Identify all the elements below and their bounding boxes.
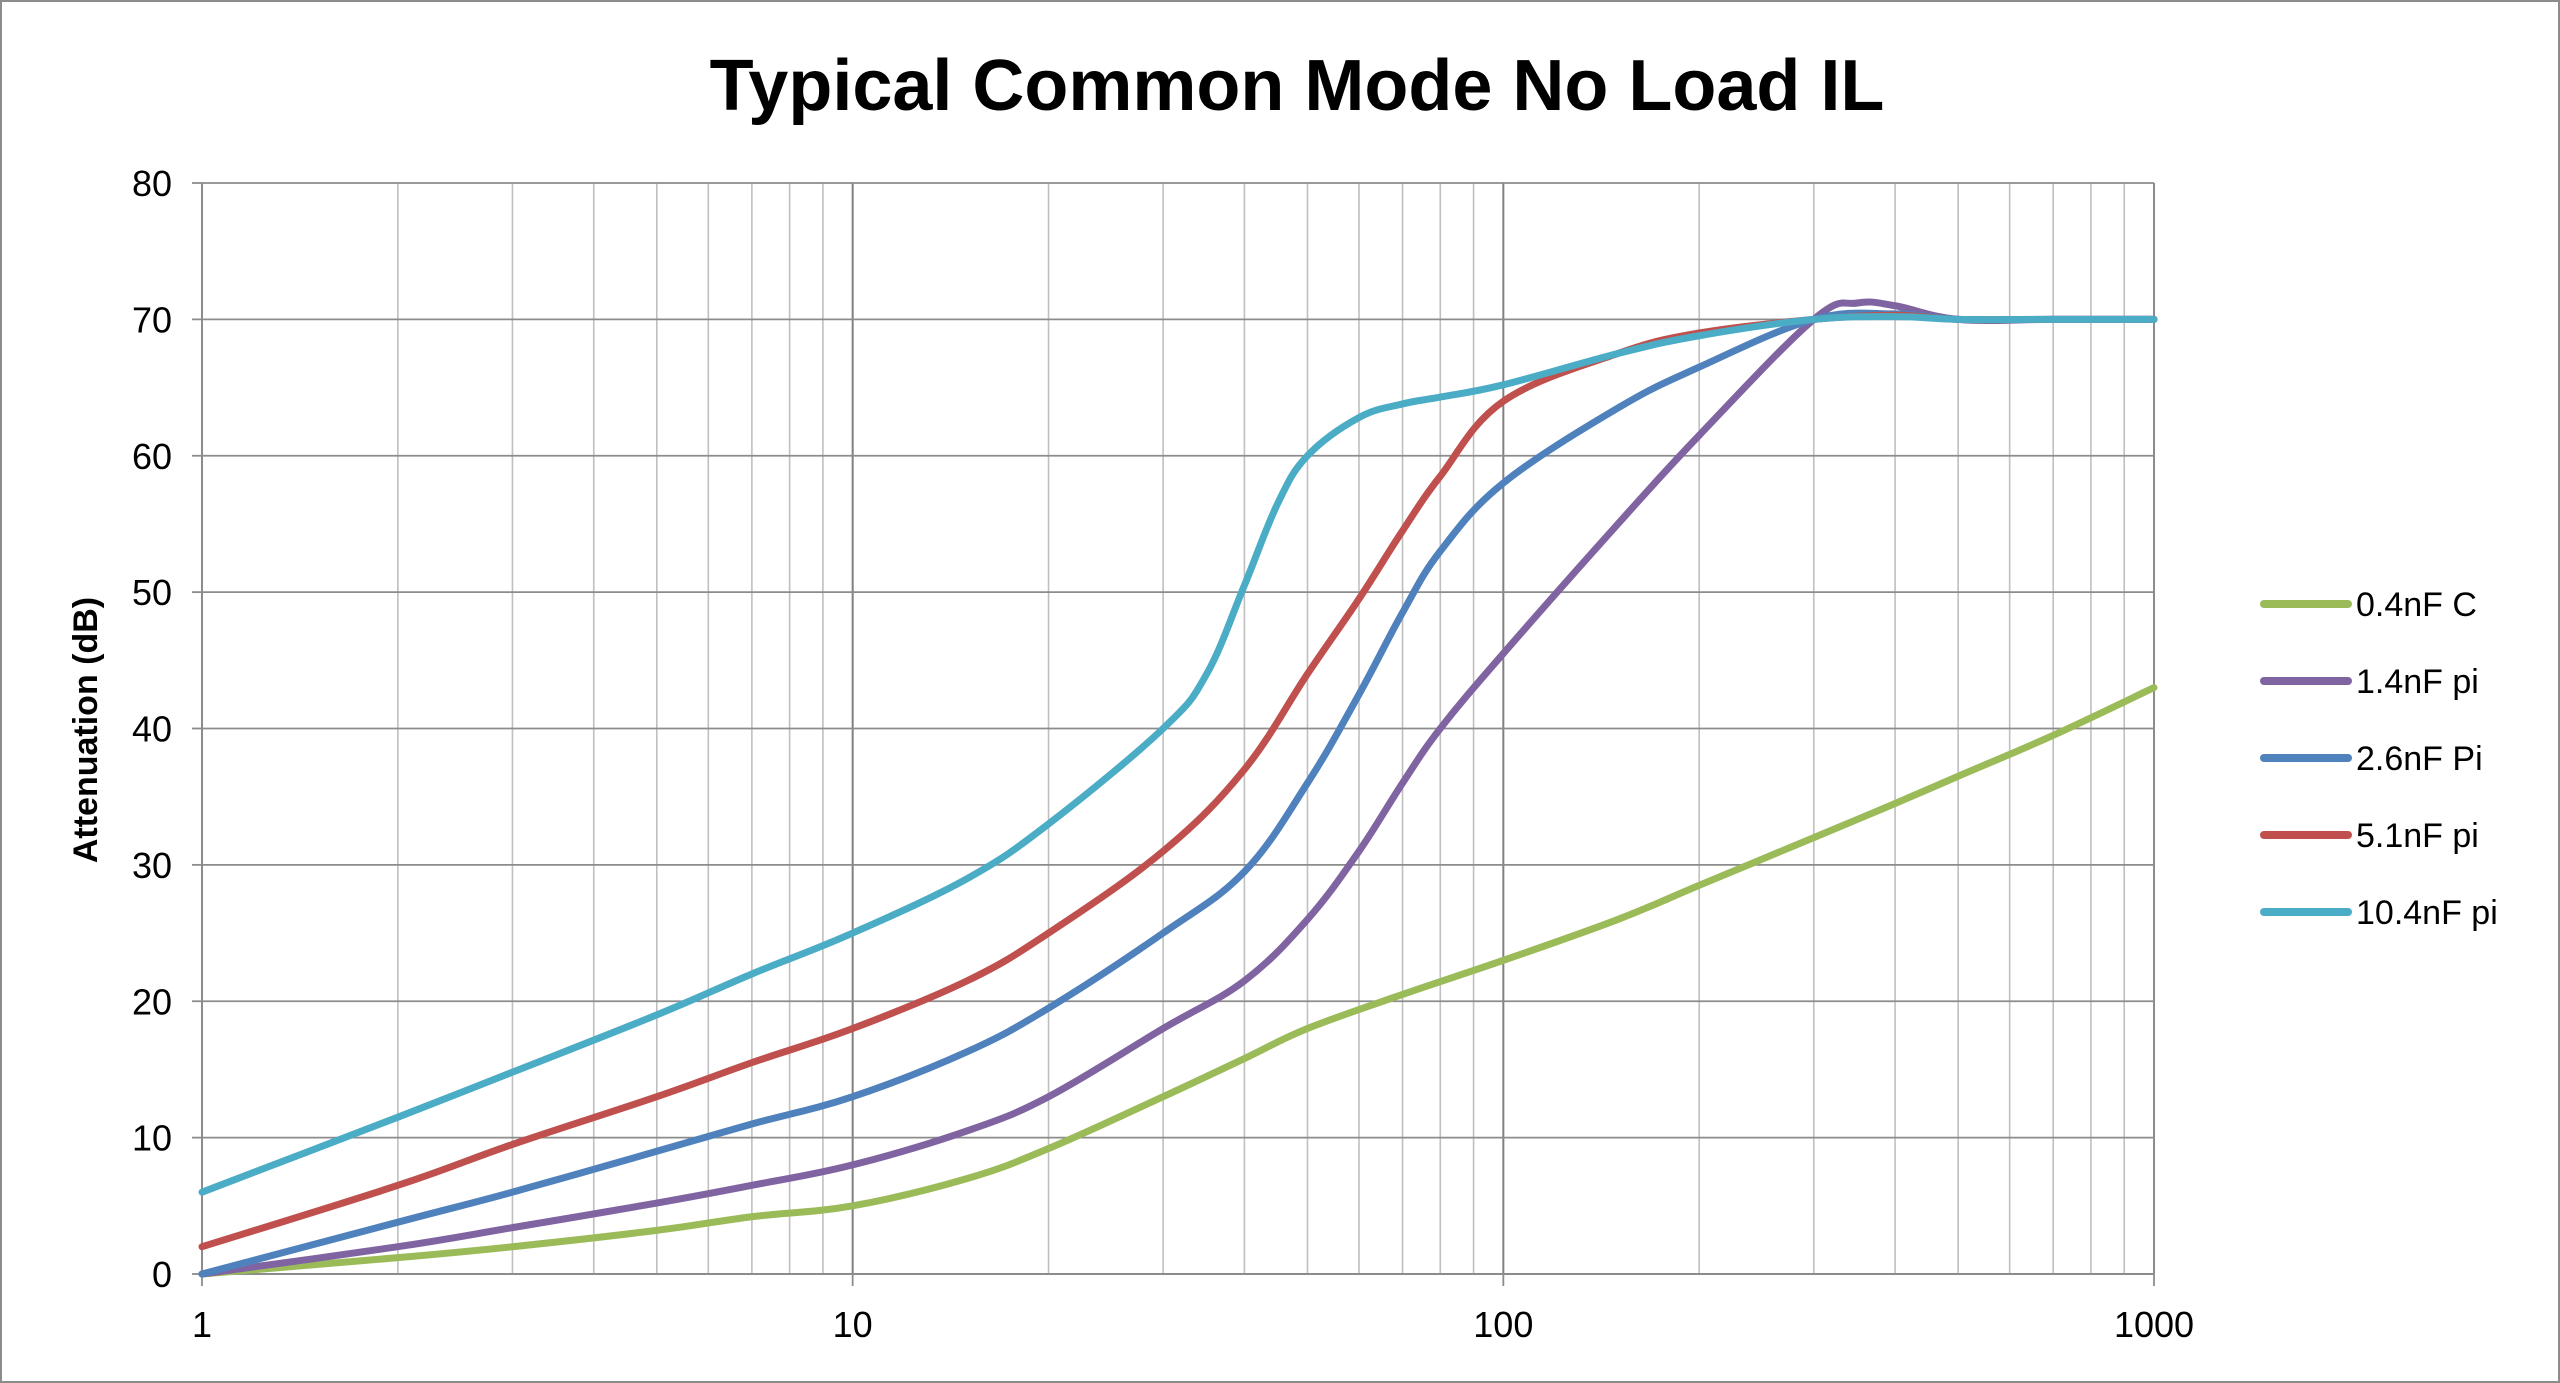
- axes: 0 10 20 30 40 50 60 70 80 1 10 100 1000: [132, 163, 2194, 1345]
- x-tick-label: 1000: [2114, 1304, 2194, 1345]
- chart-title: Typical Common Mode No Load IL: [710, 46, 1885, 126]
- y-tick-label: 30: [132, 845, 172, 886]
- series-lines: [198, 298, 2158, 1278]
- grid: [202, 182, 2154, 1274]
- y-axis-label: Attenuation (dB): [67, 597, 105, 863]
- series-line-2-6nf-pi: [198, 309, 2158, 1278]
- y-tick-label: 20: [132, 981, 172, 1022]
- legend-label-2-6nf-pi: 2.6nF Pi: [2356, 740, 2483, 778]
- y-tick-label: 70: [132, 299, 172, 340]
- y-tick-label: 40: [132, 709, 172, 750]
- x-tick-label: 10: [833, 1304, 873, 1345]
- legend-label-1-4nf-pi: 1.4nF pi: [2356, 663, 2479, 701]
- series-line-10-4nf-pi: [198, 313, 2158, 1196]
- y-tick-label: 50: [132, 572, 172, 613]
- legend-label-10-4nf-pi: 10.4nF pi: [2356, 894, 2498, 932]
- y-tick-label: 80: [132, 163, 172, 204]
- series-line-0-4nf-c: [198, 684, 2158, 1278]
- series-line-1-4nf-pi: [198, 298, 2158, 1278]
- legend-label-5-1nf-pi: 5.1nF pi: [2356, 817, 2479, 855]
- x-tick-label: 1: [192, 1304, 212, 1345]
- legend-label-0-4nf-c: 0.4nF C: [2356, 586, 2477, 624]
- y-tick-label: 60: [132, 436, 172, 477]
- legend: 0.4nF C 1.4nF pi 2.6nF Pi 5.1nF pi 10.4nF pi: [2260, 586, 2498, 932]
- x-tick-label: 100: [1473, 1304, 1533, 1345]
- y-tick-label: 0: [152, 1254, 172, 1295]
- y-tick-label: 10: [132, 1118, 172, 1159]
